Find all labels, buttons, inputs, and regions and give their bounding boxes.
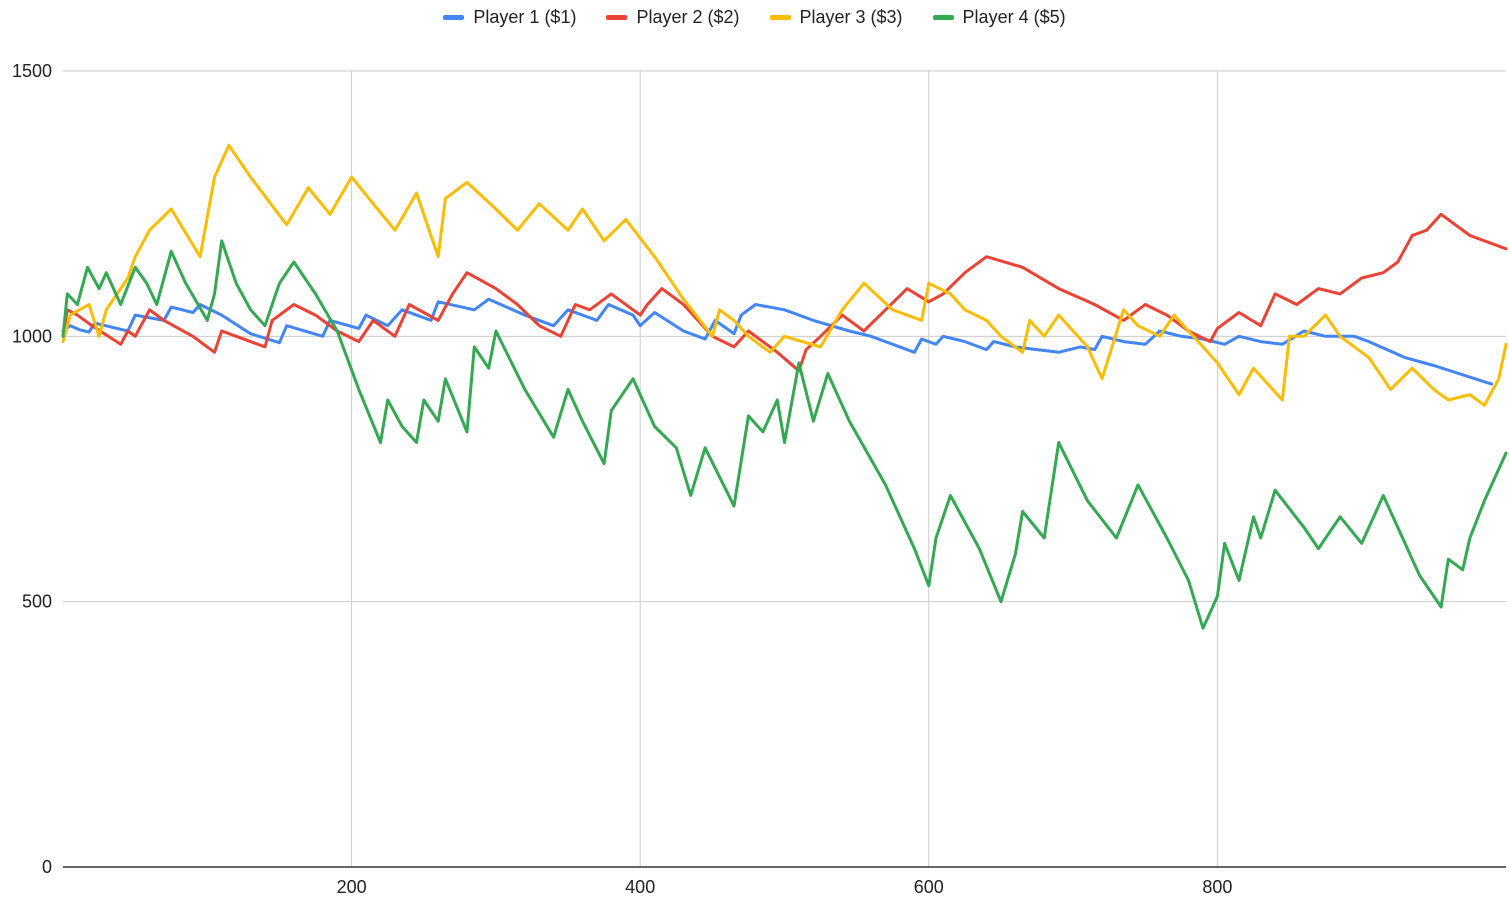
series-line-player-3[interactable]: [61, 143, 1508, 407]
y-tick-label-500: 500: [22, 592, 52, 612]
series-line-player-2[interactable]: [61, 212, 1508, 373]
legend-swatch-player-3: [769, 14, 791, 20]
legend-label-player-4: Player 4 ($5): [962, 6, 1066, 27]
tick-labels: 0 500 1000 1500 200 400 600 800: [12, 61, 1232, 897]
x-tick-label-400: 400: [625, 877, 655, 897]
series-lines: [61, 143, 1508, 630]
legend-label-player-2: Player 2 ($2): [636, 6, 740, 27]
y-tick-label-0: 0: [42, 857, 52, 877]
legend-item-player-1[interactable]: Player 1 ($1): [443, 4, 576, 30]
x-tick-label-200: 200: [337, 877, 367, 897]
series-line-player-4[interactable]: [61, 239, 1508, 630]
x-tick-label-600: 600: [914, 877, 944, 897]
y-tick-label-1500: 1500: [12, 61, 52, 81]
legend-label-player-1: Player 1 ($1): [473, 6, 577, 27]
series-line-player-1[interactable]: [61, 297, 1494, 386]
y-tick-label-1000: 1000: [12, 326, 52, 346]
legend-item-player-4[interactable]: Player 4 ($5): [932, 4, 1066, 30]
legend-item-player-3[interactable]: Player 3 ($3): [769, 4, 903, 30]
legend-swatch-player-1: [443, 14, 465, 20]
legend-item-player-2[interactable]: Player 2 ($2): [606, 4, 740, 30]
legend-label-player-3: Player 3 ($3): [799, 6, 903, 27]
legend-swatch-player-4: [932, 14, 954, 20]
gridlines: [63, 70, 1506, 867]
legend: Player 1 ($1) Player 2 ($2) Player 3 ($3…: [0, 4, 1509, 30]
x-tick-label-800: 800: [1202, 877, 1232, 897]
legend-swatch-player-2: [606, 14, 628, 20]
